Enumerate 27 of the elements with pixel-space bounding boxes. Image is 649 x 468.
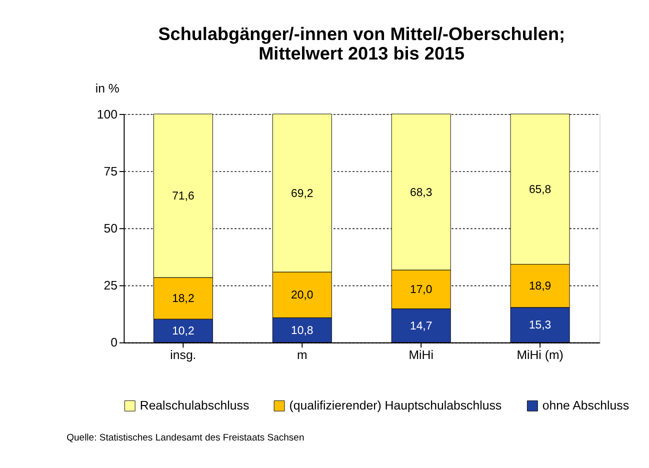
data-label: 15,3 [528, 320, 552, 332]
chart-title: Schulabgänger/-innen von Mittel/-Oberschulen; Mittelwert 2013 bis 2015 [158, 24, 566, 64]
y-tick-label: 100 [96, 107, 118, 122]
legend-label: ohne Abschluss [542, 398, 629, 413]
x-tick-label: m [296, 348, 308, 362]
y-tick-label: 25 [104, 278, 118, 293]
data-label: 71,6 [172, 190, 194, 203]
data-label: 18,9 [528, 280, 552, 293]
data-label: 18,2 [172, 293, 194, 306]
y-tick-label: 0 [110, 336, 118, 350]
data-label: 69,2 [291, 188, 314, 200]
data-label: 65,8 [528, 184, 552, 196]
x-tick-label: MiHi [408, 348, 434, 362]
legend-label: (qualifizierender) Hauptschulabschluss [289, 398, 502, 413]
y-tick-label: 75 [104, 164, 118, 178]
y-tick-label: 50 [104, 221, 118, 236]
legend-label: Realschulabschluss [140, 398, 250, 413]
data-label: 10,8 [291, 324, 314, 337]
x-tick-label: MiHi (m) [516, 348, 564, 362]
data-label: 14,7 [410, 320, 432, 332]
data-label: 17,0 [410, 284, 432, 296]
x-tick-label: insg. [170, 348, 196, 362]
data-label: 68,3 [410, 186, 432, 199]
y-axis-title: in % [95, 82, 120, 96]
data-label: 20,0 [291, 290, 314, 302]
data-label: 10,2 [172, 326, 194, 338]
source-note: Quelle: Statistisches Landesamt des Freistaats Sachsen [66, 432, 304, 444]
